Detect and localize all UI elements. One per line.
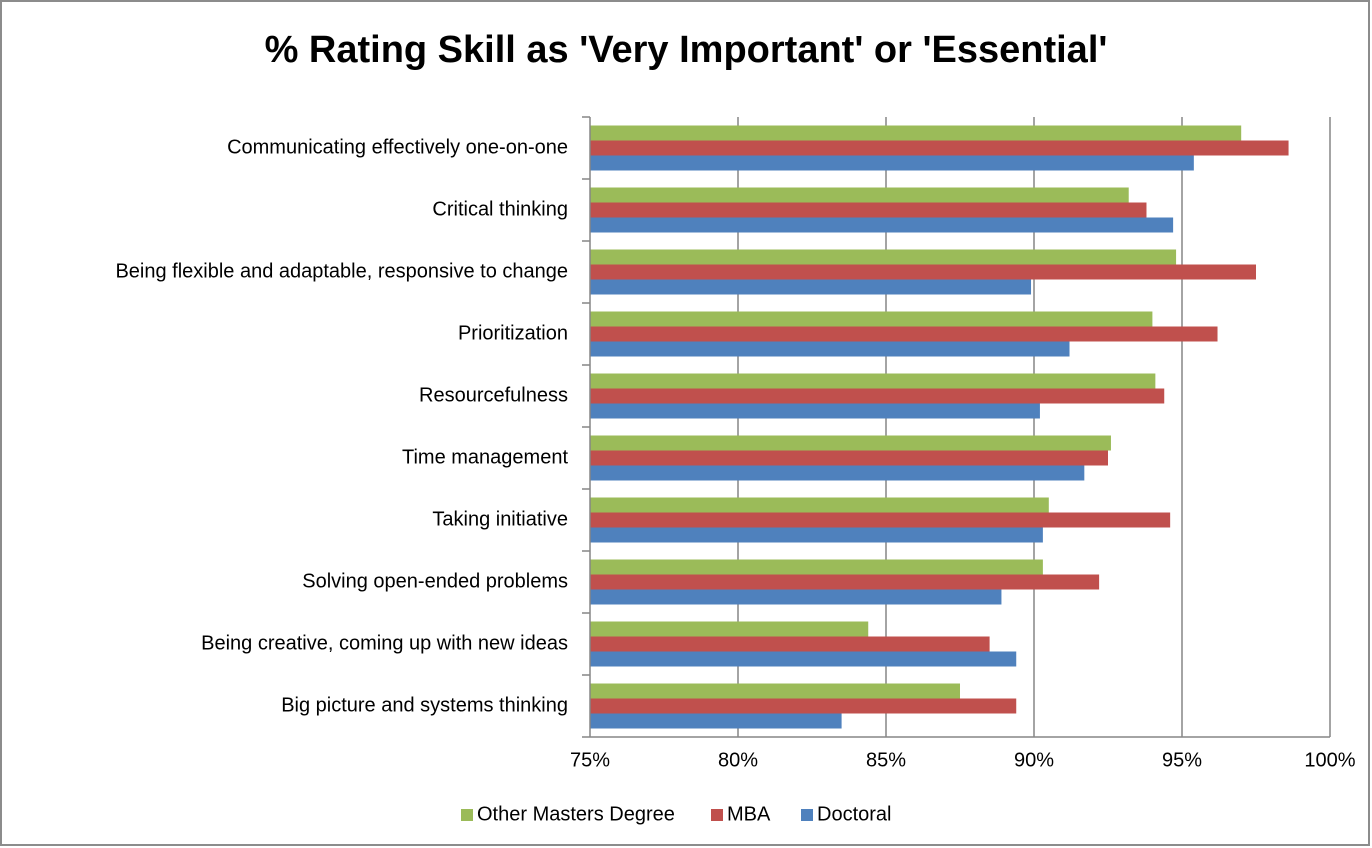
bar	[590, 636, 990, 652]
x-tick-label: 85%	[866, 749, 906, 771]
legend-label: MBA	[727, 803, 771, 825]
y-tick-label: Solving open-ended problems	[302, 570, 568, 592]
bar	[590, 527, 1043, 543]
chart-title: % Rating Skill as 'Very Important' or 'E…	[265, 29, 1108, 71]
bar	[590, 326, 1218, 342]
bar	[590, 155, 1194, 171]
bar	[590, 202, 1147, 218]
bar	[590, 512, 1171, 528]
bar	[590, 435, 1111, 451]
bar	[590, 465, 1085, 481]
legend-label: Doctoral	[817, 803, 891, 825]
bar	[590, 683, 960, 699]
bar	[590, 713, 842, 729]
bar	[590, 279, 1032, 295]
y-tick-label: Communicating effectively one-on-one	[227, 136, 568, 158]
legend-label: Other Masters Degree	[477, 803, 675, 825]
y-tick-label: Big picture and systems thinking	[281, 694, 568, 716]
bar	[590, 559, 1043, 575]
y-tick-label: Resourcefulness	[419, 384, 568, 406]
bar	[590, 341, 1070, 357]
y-tick-label: Being flexible and adaptable, responsive…	[115, 260, 568, 282]
bar	[590, 403, 1040, 419]
bar	[590, 373, 1156, 389]
x-tick-label: 90%	[1014, 749, 1054, 771]
y-tick-label: Critical thinking	[432, 198, 568, 220]
x-tick-label: 80%	[718, 749, 758, 771]
bar	[590, 621, 869, 637]
bar	[590, 264, 1256, 280]
bar	[590, 388, 1165, 404]
bar	[590, 187, 1129, 203]
legend-swatch	[801, 809, 813, 821]
legend-swatch	[711, 809, 723, 821]
y-tick-label: Prioritization	[458, 322, 568, 344]
bar	[590, 125, 1242, 141]
x-tick-label: 75%	[570, 749, 610, 771]
bar	[590, 140, 1289, 156]
bar	[590, 311, 1153, 327]
x-tick-label: 95%	[1162, 749, 1202, 771]
bar	[590, 497, 1049, 513]
bar	[590, 450, 1108, 466]
bar	[590, 589, 1002, 605]
y-tick-label: Being creative, coming up with new ideas	[201, 632, 568, 654]
bar	[590, 698, 1017, 714]
x-tick-label: 100%	[1304, 749, 1355, 771]
bar	[590, 651, 1017, 667]
bar	[590, 217, 1174, 233]
y-tick-label: Time management	[402, 446, 568, 468]
bar	[590, 574, 1100, 590]
bar	[590, 249, 1177, 265]
legend-swatch	[461, 809, 473, 821]
y-tick-label: Taking initiative	[432, 508, 568, 530]
